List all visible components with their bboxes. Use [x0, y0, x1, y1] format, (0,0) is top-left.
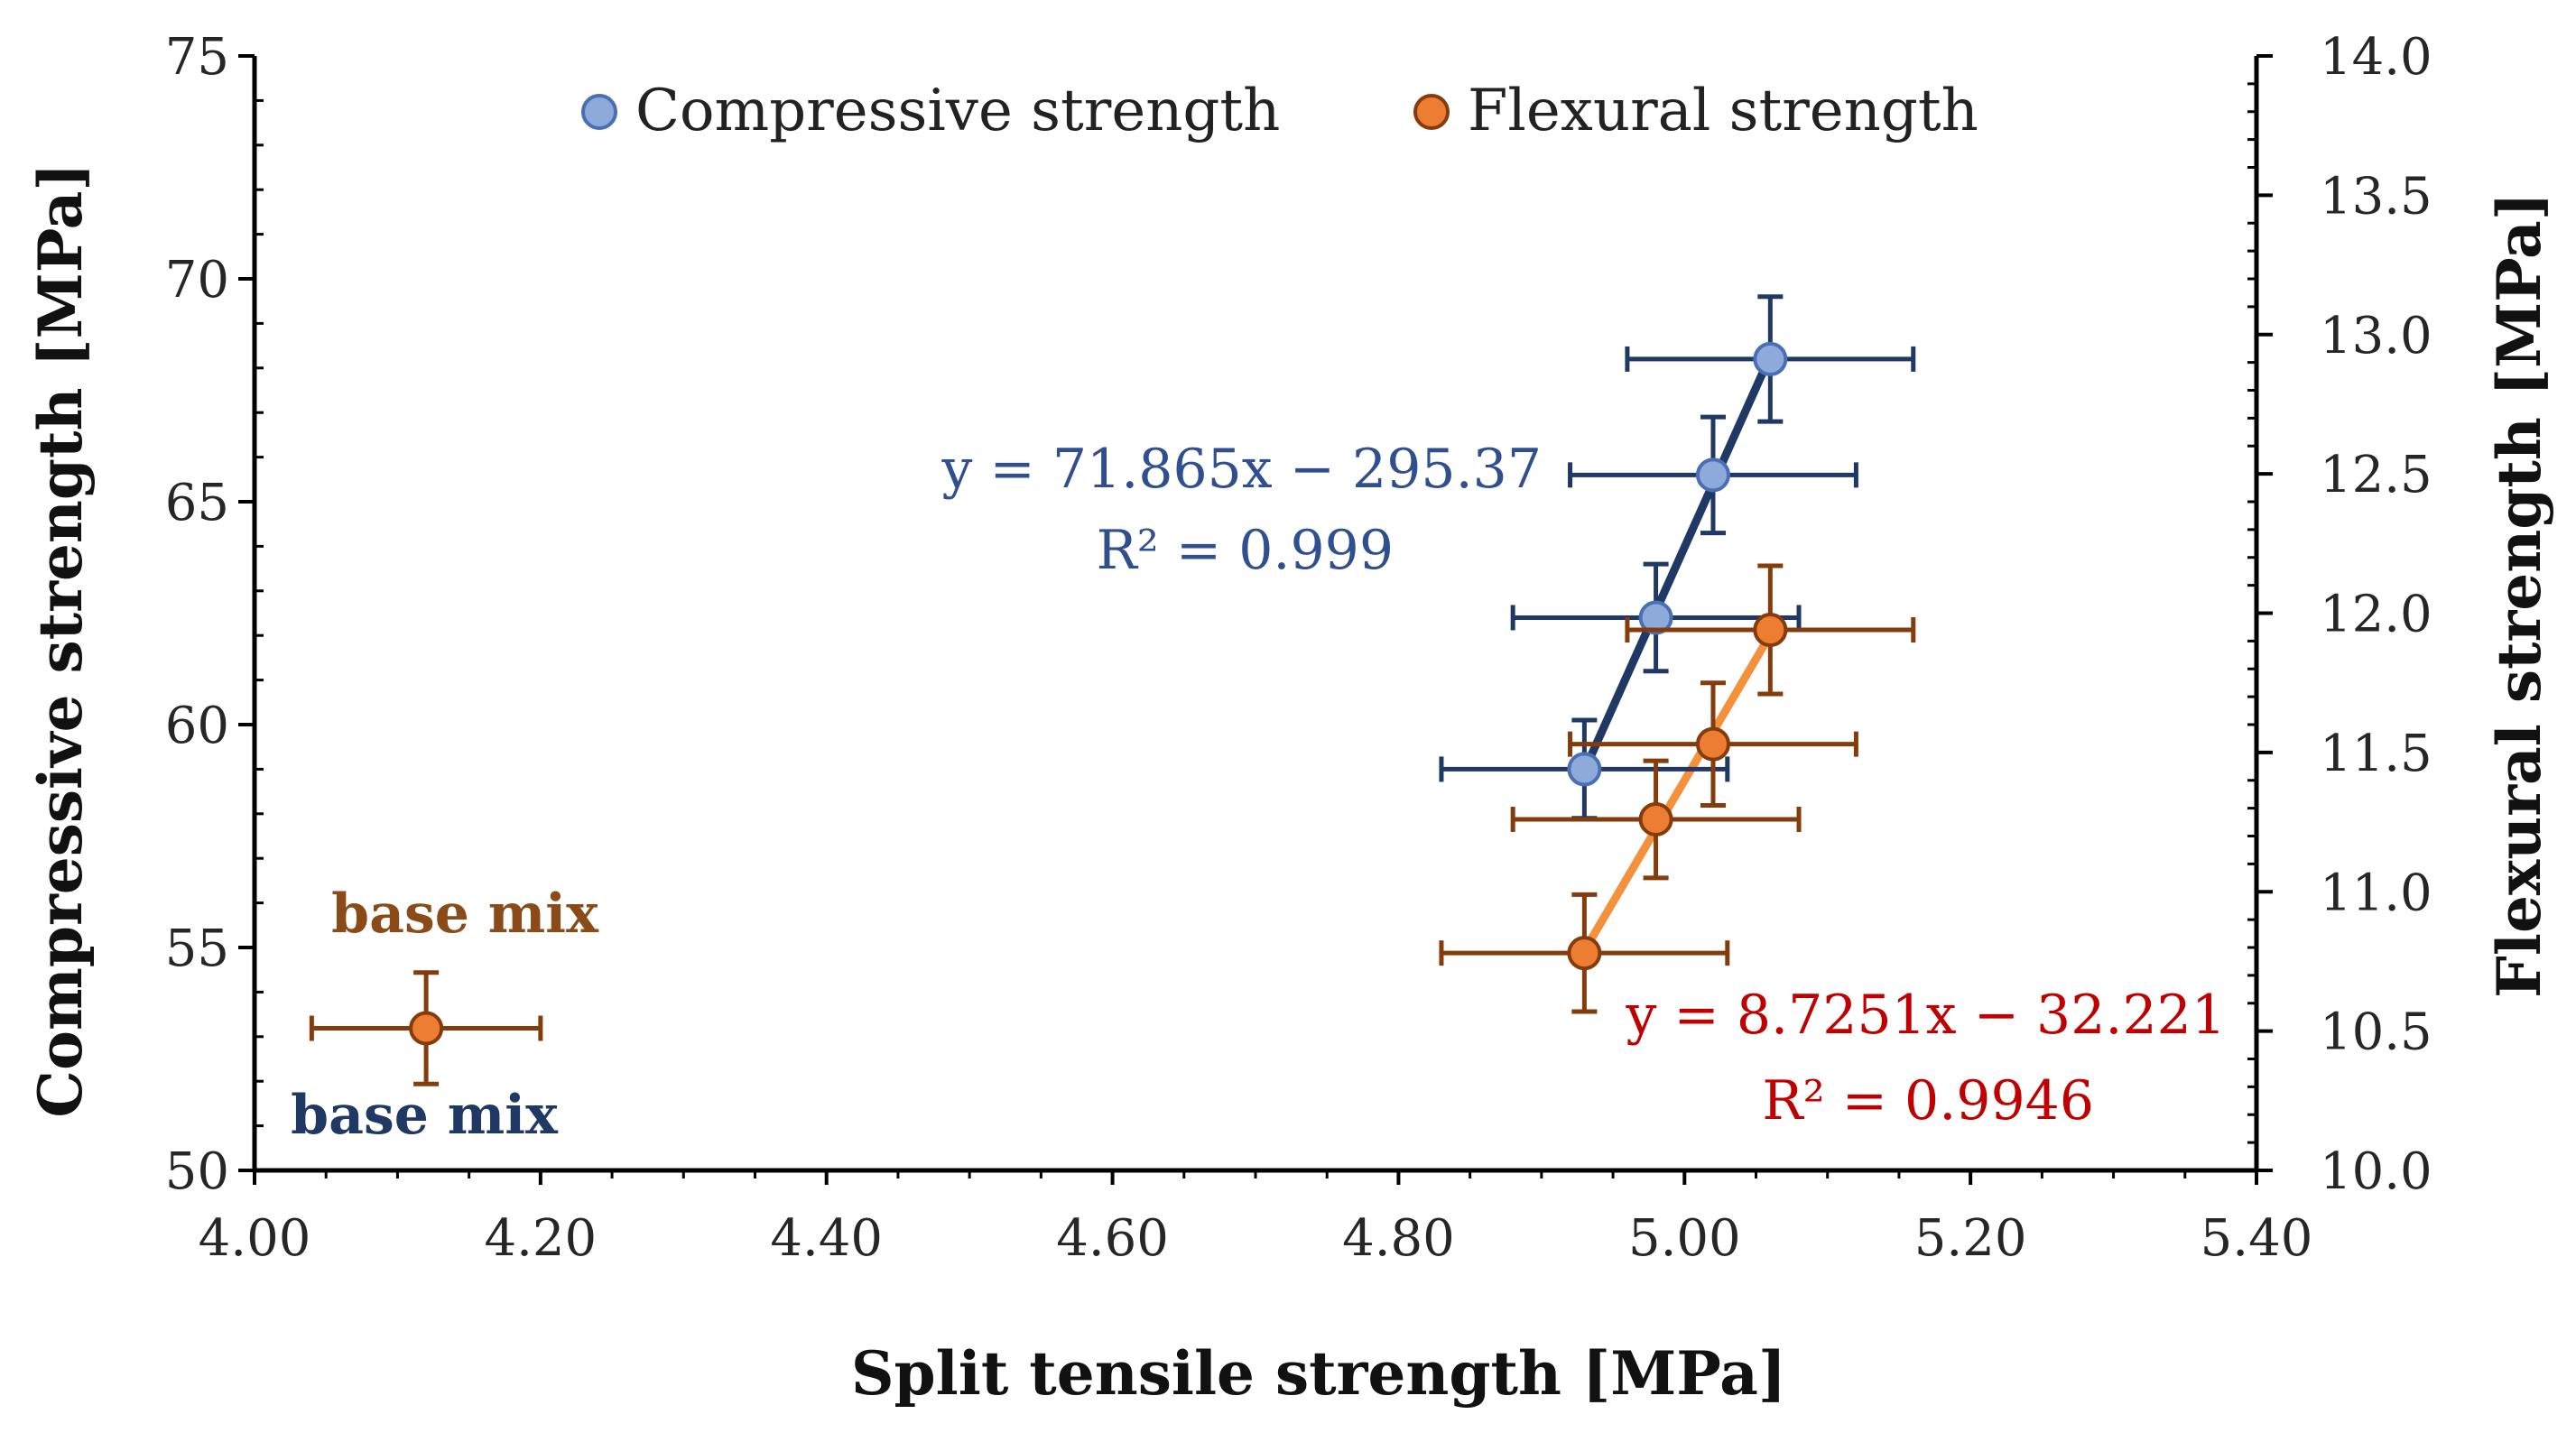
legend-label-flexural: Flexural strength — [1468, 78, 1978, 144]
trendline-1 — [1580, 630, 1774, 956]
data-point-1-3 — [1753, 613, 1788, 648]
data-point-1-0 — [1567, 936, 1602, 971]
x-axis-title: Split tensile strength [MPa] — [851, 1338, 1786, 1409]
y2-tick-label: 13.5 — [2320, 167, 2432, 226]
y-tick-label: 70 — [165, 251, 229, 310]
y-tick-label: 65 — [165, 474, 229, 532]
r2-compressive: R² = 0.999 — [1097, 519, 1394, 582]
chart-text: 4.00 4.20 4.40 4.60 4.80 5.00 5.20 5.40 50 55 60 65… — [25, 28, 2554, 1409]
y2-tick-label: 10.0 — [2320, 1142, 2432, 1201]
data-point-0-3 — [1753, 341, 1788, 376]
y2-tick-label: 12.5 — [2320, 446, 2432, 504]
y2-tick-label: 11.0 — [2320, 864, 2432, 922]
axis-ticks — [238, 54, 2273, 1185]
y2-tick-label: 14.0 — [2320, 28, 2432, 87]
y-tick-label: 60 — [165, 697, 229, 755]
x-tick-label: 4.80 — [1342, 1209, 1455, 1268]
trendline-0 — [1580, 351, 1774, 775]
legend-marker-flexural — [1413, 94, 1450, 130]
equation-flexural: y = 8.7251x − 32.221 — [1626, 984, 2226, 1047]
data-point-0-1 — [1638, 600, 1673, 635]
y2-tick-label: 12.0 — [2320, 586, 2432, 644]
data-point-0-2 — [1695, 458, 1730, 493]
data-point-0-0 — [1567, 752, 1602, 787]
x-tick-label: 5.20 — [1914, 1209, 2027, 1268]
y2-tick-label: 13.0 — [2320, 307, 2432, 365]
data-point-1-1 — [1638, 801, 1673, 837]
y2-tick-label: 11.5 — [2320, 725, 2432, 783]
annotation-base-mix-1: base mix — [291, 1084, 559, 1147]
data-point-2-0 — [409, 1011, 444, 1046]
equation-compressive: y = 71.865x − 295.37 — [941, 438, 1542, 501]
x-tick-label: 5.00 — [1628, 1209, 1741, 1268]
data-point-1-2 — [1695, 726, 1730, 762]
y2-axis-title: Flexural strength [MPa] — [2484, 192, 2554, 998]
x-tick-label: 4.00 — [199, 1209, 311, 1268]
x-tick-label: 4.20 — [485, 1209, 598, 1268]
legend-marker-compressive — [581, 94, 617, 130]
data-points — [309, 94, 1916, 1086]
annotation-base-mix-0: base mix — [331, 883, 599, 946]
y-tick-label: 75 — [165, 28, 229, 87]
trendlines — [1580, 351, 1774, 956]
x-tick-label: 5.40 — [2201, 1209, 2313, 1268]
r2-flexural: R² = 0.9946 — [1762, 1069, 2094, 1132]
y2-tick-label: 10.5 — [2320, 1003, 2432, 1062]
x-tick-label: 4.60 — [1056, 1209, 1169, 1268]
legend-label-compressive: Compressive strength — [635, 78, 1280, 144]
y-tick-label: 55 — [165, 920, 229, 978]
x-tick-label: 4.40 — [770, 1209, 883, 1268]
y-tick-label: 50 — [165, 1142, 229, 1201]
y-axis-title: Compressive strength [MPa] — [25, 162, 96, 1117]
